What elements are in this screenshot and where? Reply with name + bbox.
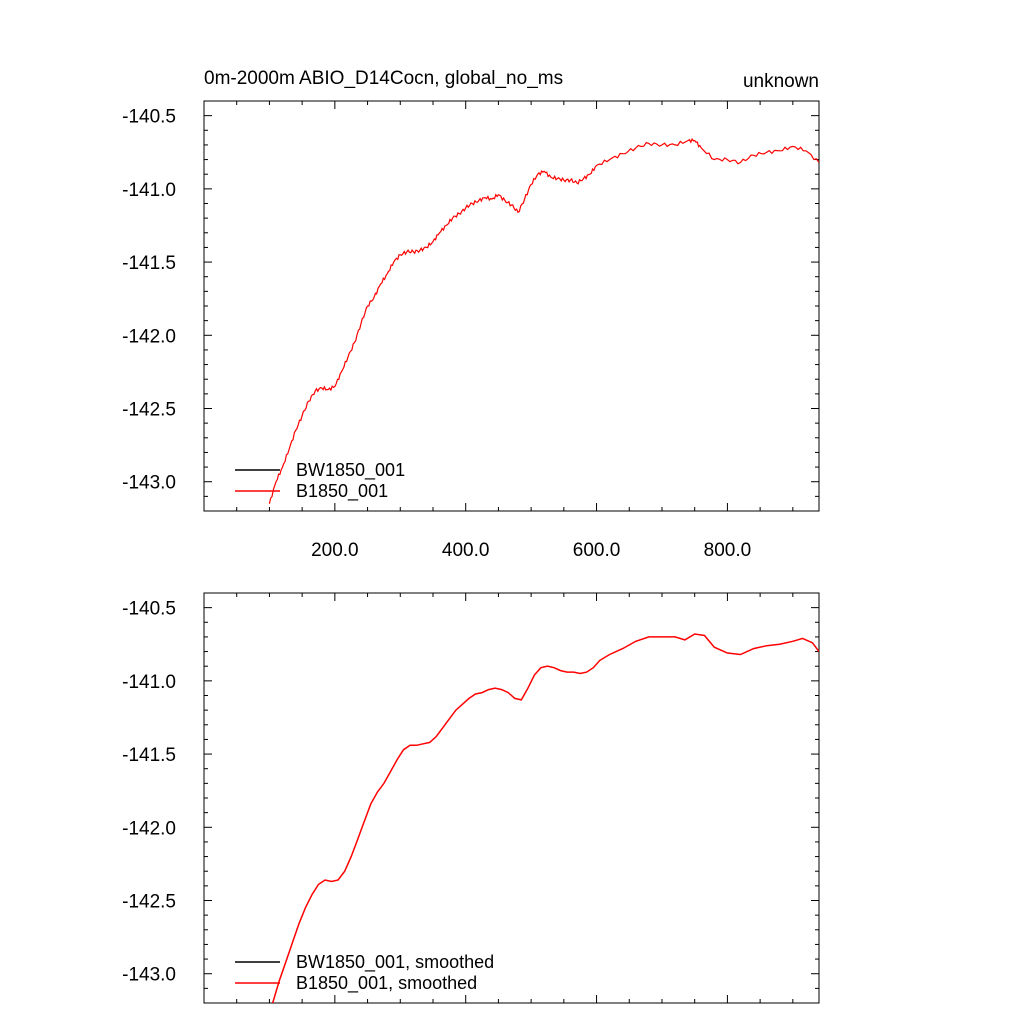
- series-line: [271, 633, 819, 1003]
- y-tick-label: -141.0: [122, 180, 176, 201]
- x-tick-label: 200.0: [311, 540, 359, 561]
- y-tick-label: -142.0: [122, 326, 176, 347]
- legend-label: BW1850_001, smoothed: [296, 952, 494, 973]
- plot-frame: [203, 100, 820, 512]
- x-tick-label: 600.0: [573, 540, 621, 561]
- figure-right-label: unknown: [743, 71, 819, 92]
- y-tick-label: -143.0: [122, 965, 176, 986]
- x-tick-label: 400.0: [442, 540, 490, 561]
- y-tick-label: -140.5: [122, 107, 176, 128]
- y-tick-label: -143.0: [122, 473, 176, 494]
- y-tick-label: -141.0: [122, 672, 176, 693]
- y-tick-label: -141.5: [122, 745, 176, 766]
- y-tick-label: -142.5: [122, 892, 176, 913]
- figure-title: 0m-2000m ABIO_D14Cocn, global_no_ms: [204, 68, 563, 89]
- y-tick-label: -142.0: [122, 818, 176, 839]
- plot-frame: [203, 592, 820, 1004]
- bottom-panel: -140.5 -141.0 -141.5 -142.0 -142.5 -143.0 BW18…: [122, 592, 820, 1004]
- y-tick-label: -140.5: [122, 599, 176, 620]
- legend-label: B1850_001: [296, 481, 388, 502]
- legend-label: BW1850_001: [296, 460, 405, 481]
- legend-label: B1850_001, smoothed: [296, 973, 477, 994]
- y-tick-label: -141.5: [122, 253, 176, 274]
- top-panel: 200.0 400.0 600.0 800.0 -140.5 -141.0 -141.5 -1…: [122, 100, 820, 561]
- series-line: [268, 137, 819, 504]
- y-tick-label: -142.5: [122, 400, 176, 421]
- x-tick-label: 800.0: [704, 540, 752, 561]
